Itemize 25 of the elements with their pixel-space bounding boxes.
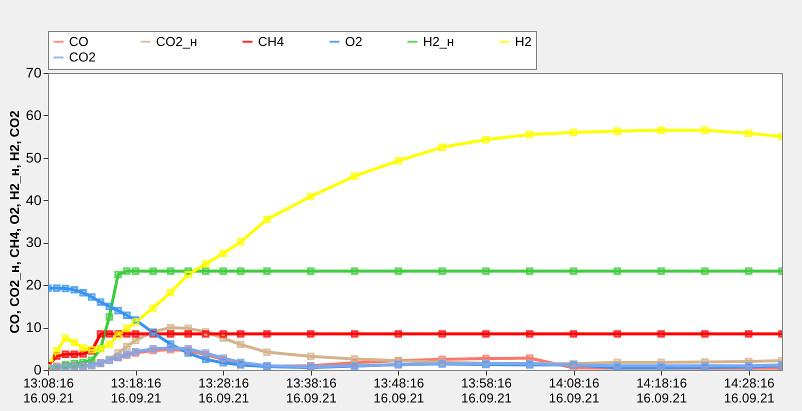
x-tick-label: 13:18:16 16.09.21 xyxy=(110,376,162,406)
y-tick-label: 50 xyxy=(26,149,42,166)
x-tick-label: 13:38:16 16.09.21 xyxy=(286,376,337,406)
x-tick-label: 13:48:16 16.09.21 xyxy=(374,376,424,406)
x-tick-label: 13:08:16 16.09.21 xyxy=(23,376,74,406)
y-tick-label: 0 xyxy=(34,362,42,378)
legend-label: O2 xyxy=(345,34,362,49)
legend-label: CH4 xyxy=(258,34,284,49)
y-tick-label: 60 xyxy=(26,106,42,123)
legend-label: CO2 xyxy=(69,50,96,64)
x-tick-label: 13:58:16 16.09.21 xyxy=(461,376,512,406)
y-axis-title: CO, CO2_н, CH4, O2, H2_н, H2, CO2 xyxy=(6,110,22,334)
x-tick-label: 14:18:16 16.09.21 xyxy=(636,376,687,406)
legend-label: CO2_н xyxy=(156,34,198,49)
legend-label: H2_н xyxy=(423,34,454,49)
y-tick-label: 40 xyxy=(26,192,42,208)
x-tick-label: 14:28:16 16.09.21 xyxy=(724,376,775,406)
y-tick-label: 10 xyxy=(26,319,42,336)
y-tick-label: 70 xyxy=(26,64,42,80)
x-tick-label: 14:08:16 16.09.21 xyxy=(548,376,600,406)
legend-label: CO xyxy=(69,34,88,49)
x-tick-label: 13:28:16 16.09.21 xyxy=(198,376,249,406)
legend-label: H2 xyxy=(515,34,532,49)
y-tick-label: 30 xyxy=(26,234,42,250)
y-tick-label: 20 xyxy=(26,276,42,293)
